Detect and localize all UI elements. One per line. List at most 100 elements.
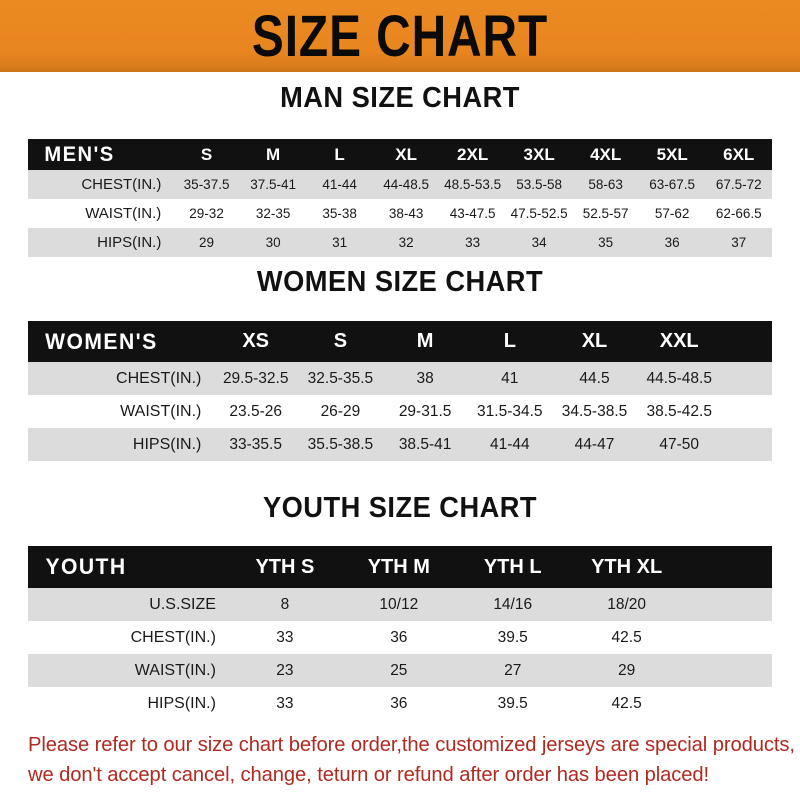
men-size-table: MEN'S S M L XL 2XL 3XL 4XL 5XL 6XL CHEST(IN.) 35-3… [28,139,772,257]
table-header-row: YOUTH YTH S YTH M YTH L YTH XL [28,546,772,588]
table-cell: 8 [280,595,290,613]
table-cell: 33-35.5 [229,435,282,453]
table-cell: 67.5-72 [715,177,762,192]
table-cell: 36 [664,235,680,250]
table-cell: 44.5-48.5 [646,369,712,387]
disclaimer-line-1: Please refer to our size chart before or… [28,733,795,756]
section-title-youth: YOUTH SIZE CHART [262,492,538,524]
table-cell: 41 [501,369,519,387]
row-label: CHEST(IN.) [81,176,162,193]
table-cell: 47.5-52.5 [510,206,568,221]
table-cell: 32 [398,235,414,250]
table-cell: 33 [276,628,294,646]
table-cell: 35-37.5 [183,177,230,192]
table-cell: 35.5-38.5 [307,435,374,453]
table-cell: 23.5-26 [229,402,282,420]
table-cell: 30 [265,235,281,250]
women-table-header: WOMEN'S XS S M L XL XXL [28,321,772,362]
table-cell: 44-48.5 [383,177,430,192]
table-cell: 27 [504,661,522,679]
table-row: HIPS(IN.) 33 36 39.5 42.5 [28,687,772,720]
page-title: SIZE CHART [251,4,549,70]
table-header-size-xl: XL [581,330,608,352]
row-label: HIPS(IN.) [147,694,216,712]
table-row: CHEST(IN.) 33 36 39.5 42.5 [28,621,772,654]
men-table-header: MEN'S S M L XL 2XL 3XL 4XL 5XL 6XL [28,139,772,170]
table-cell: 37.5-41 [250,177,296,192]
page-banner: SIZE CHART [0,0,800,72]
table-cell: 32-35 [255,206,291,221]
table-cell-spacer [722,395,772,428]
table-header-label: MEN'S [44,142,115,166]
table-cell: 44.5 [579,369,610,387]
row-label: CHEST(IN.) [130,628,216,646]
table-cell: 33 [276,694,294,712]
table-cell: 44-47 [574,435,615,453]
table-cell-spacer [684,687,772,720]
table-cell: 36 [390,694,408,712]
table-header-size-yth-m: YTH M [367,555,430,578]
table-cell: 14/16 [493,595,533,613]
table-cell-spacer [722,362,772,395]
youth-table-header: YOUTH YTH S YTH M YTH L YTH XL [28,546,772,588]
row-label: HIPS(IN.) [97,234,162,251]
table-header-size-5xl: 5XL [656,144,688,164]
youth-size-table: YOUTH YTH S YTH M YTH L YTH XL U.S.SIZE 8 10/1… [28,546,772,720]
table-cell: 37 [731,235,747,250]
table-header-spacer [722,321,772,362]
table-header-size-xxl: XXL [659,330,699,352]
table-header-row: WOMEN'S XS S M L XL XXL [28,321,772,362]
table-header-size-xl: XL [395,144,417,164]
table-cell: 38-43 [388,206,424,221]
table-cell: 62-66.5 [715,206,762,221]
table-row: U.S.SIZE 8 10/12 14/16 18/20 [28,588,772,621]
disclaimer-line-2: we don't accept cancel, change, teturn o… [28,763,710,786]
table-cell: 34 [531,235,547,250]
row-label: WAIST(IN.) [120,402,202,420]
table-cell: 41-44 [489,435,530,453]
table-cell: 43-47.5 [449,206,496,221]
table-row: HIPS(IN.) 29 30 31 32 33 34 35 36 37 [28,228,772,257]
table-cell: 57-62 [654,206,690,221]
table-row: CHEST(IN.) 29.5-32.5 32.5-35.5 38 41 44.5 44.5… [28,362,772,395]
table-header-size-l: L [503,330,516,352]
table-header-size-l: L [334,144,345,164]
table-cell: 31.5-34.5 [477,402,543,420]
table-cell: 29-31.5 [398,402,452,420]
table-header-size-m: M [266,144,281,164]
table-cell-spacer [684,588,772,621]
table-cell: 34.5-38.5 [561,402,628,420]
table-cell: 53.5-58 [516,177,563,192]
table-cell-spacer [684,654,772,687]
table-row: WAIST(IN.) 23 25 27 29 [28,654,772,687]
women-size-table: WOMEN'S XS S M L XL XXL CHEST(IN.) 29.5-32.5 32.… [28,321,772,461]
table-cell: 33 [465,235,481,250]
table-cell: 63-67.5 [649,177,696,192]
table-cell: 58-63 [588,177,623,192]
row-label: CHEST(IN.) [116,369,202,387]
table-cell: 25 [390,661,408,679]
table-header-size-yth-xl: YTH XL [591,555,663,578]
table-cell: 52.5-57 [582,206,629,221]
table-header-label: WOMEN'S [45,328,158,354]
table-cell: 35-38 [322,206,357,221]
table-header-size-yth-l: YTH L [483,555,542,578]
section-title-man: MAN SIZE CHART [280,82,520,114]
table-cell: 36 [390,628,408,646]
table-row: WAIST(IN.) 23.5-26 26-29 29-31.5 31.5-34.5 34… [28,395,772,428]
men-table-body: CHEST(IN.) 35-37.5 37.5-41 41-44 44-48.5 48.5… [28,170,772,257]
table-cell: 38 [416,369,434,387]
table-cell: 42.5 [611,628,642,646]
table-cell: 48.5-53.5 [444,177,502,192]
table-cell: 29 [199,235,215,250]
table-cell: 35 [598,235,614,250]
women-table-body: CHEST(IN.) 29.5-32.5 32.5-35.5 38 41 44.5 44.5… [28,362,772,461]
table-cell: 42.5 [611,694,642,712]
row-label: U.S.SIZE [149,595,216,613]
table-cell: 31 [332,235,348,250]
table-header-size-m: M [416,330,434,352]
table-header-label: YOUTH [45,554,127,579]
table-header-row: MEN'S S M L XL 2XL 3XL 4XL 5XL 6XL [28,139,772,170]
table-cell: 29-32 [189,206,224,221]
